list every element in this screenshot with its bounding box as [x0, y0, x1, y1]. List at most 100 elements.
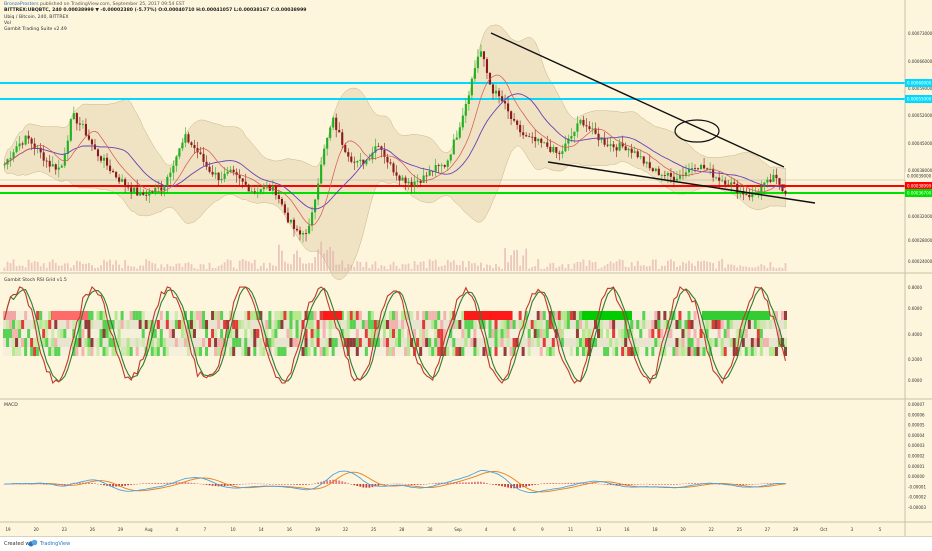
grid-cell	[407, 347, 411, 356]
grid-cell	[494, 320, 498, 329]
grid-cell	[205, 329, 209, 338]
histogram-bar	[552, 482, 555, 484]
candle-body	[301, 233, 305, 235]
volume-bar	[124, 260, 127, 271]
grid-cell	[202, 338, 206, 347]
candle-body	[329, 127, 332, 138]
grid-cell	[108, 320, 112, 329]
histogram-bar	[751, 484, 754, 485]
volume-bar	[630, 262, 633, 271]
candle-body	[485, 59, 489, 73]
grid-cell	[376, 338, 380, 347]
price-tag	[905, 189, 932, 197]
histogram-bar	[220, 484, 223, 487]
histogram-bar	[516, 484, 519, 489]
grid-cell	[307, 347, 311, 356]
volume-bar	[329, 246, 332, 271]
candle-body	[154, 187, 157, 192]
histogram-bar	[685, 483, 687, 485]
volume-bar	[401, 264, 404, 271]
histogram-bar	[18, 484, 21, 485]
volume-bar	[314, 257, 316, 271]
grid-cell	[162, 347, 166, 356]
grid-cell	[431, 320, 435, 329]
candle-body	[199, 152, 202, 154]
trendline-lower	[547, 161, 816, 204]
histogram-bar	[573, 482, 576, 484]
grid-cell	[138, 311, 142, 320]
volume-bar	[748, 267, 751, 271]
grid-cell	[295, 320, 299, 329]
volume-bar	[326, 249, 329, 271]
volume-bar	[712, 263, 715, 271]
volume-bar	[320, 241, 323, 271]
grid-cell	[180, 329, 184, 338]
author-link[interactable]: BronzeProsters	[4, 2, 39, 7]
histogram-bar	[78, 482, 81, 484]
histogram-bar	[416, 484, 419, 485]
candle-body	[133, 187, 136, 192]
price-axis-label: 0.00052000	[908, 113, 932, 118]
candle-body	[636, 151, 639, 158]
candle-body	[99, 156, 103, 161]
candle-body	[745, 194, 748, 196]
volume-bar	[404, 264, 407, 271]
volume-bar	[169, 265, 172, 271]
footer-brand[interactable]: TradingView	[40, 541, 71, 547]
grid-cell	[355, 329, 359, 338]
grid-cell	[9, 329, 13, 338]
candle-body	[87, 135, 90, 140]
price-tag-label: 0.00038999	[907, 184, 932, 189]
grid-cell	[15, 320, 19, 329]
grid-cell	[90, 338, 94, 347]
grid-cell	[144, 320, 148, 329]
grid-cell	[747, 347, 751, 356]
volume-bar	[597, 268, 600, 271]
grid-cell	[536, 320, 540, 329]
candle-body	[639, 156, 642, 158]
grid-cell	[358, 338, 362, 347]
volume-bar	[670, 259, 672, 271]
grid-cell	[202, 320, 206, 329]
grid-cell	[235, 329, 239, 338]
grid-cell	[524, 311, 528, 320]
candle-body	[700, 164, 703, 170]
volume-bar	[317, 249, 320, 271]
grid-cell	[244, 311, 248, 320]
histogram-bar	[94, 483, 96, 484]
grid-cell	[126, 338, 130, 347]
grid-cell	[220, 311, 224, 320]
candle-body	[763, 182, 766, 187]
grid-block	[702, 311, 770, 320]
candle-body	[205, 161, 208, 167]
grid-cell	[310, 311, 314, 320]
histogram-bar	[45, 484, 48, 485]
grid-cell	[45, 338, 49, 347]
volume-bar	[657, 268, 660, 271]
volume-bar	[178, 263, 181, 271]
grid-cell	[401, 311, 405, 320]
histogram-bar	[760, 483, 763, 485]
candle-body	[289, 219, 293, 223]
volume-bar	[398, 268, 401, 271]
grid-cell	[192, 311, 196, 320]
volume-bar	[603, 265, 606, 271]
grid-cell	[15, 347, 19, 356]
candle-body	[675, 178, 678, 181]
grid-cell	[422, 311, 426, 320]
grid-cell	[331, 347, 335, 356]
grid-cell	[123, 347, 127, 356]
grid-cell	[750, 347, 754, 356]
grid-cell	[159, 329, 163, 338]
grid-cell	[566, 311, 570, 320]
grid-cell	[482, 320, 486, 329]
candle-body	[81, 123, 84, 125]
grid-cell	[135, 311, 139, 320]
grid-cell	[174, 338, 178, 347]
histogram-bar	[639, 483, 642, 485]
histogram-bar	[757, 483, 760, 485]
histogram-bar	[663, 484, 666, 485]
candle-body	[42, 152, 45, 161]
grid-cell	[349, 320, 353, 329]
volume-bar	[639, 265, 642, 271]
